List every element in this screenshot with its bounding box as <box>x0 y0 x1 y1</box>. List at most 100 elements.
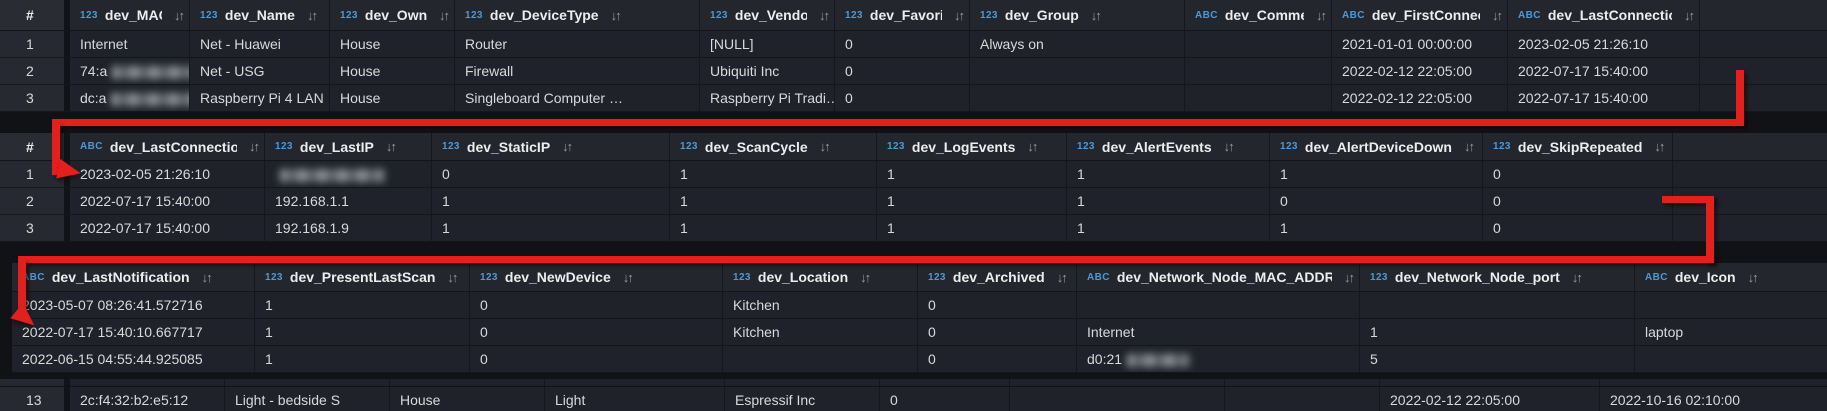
column-header-dev-newdevice[interactable]: 123 dev_NewDevice ↓↑ <box>470 263 723 291</box>
column-header-dev-alertevents[interactable]: 123 dev_AlertEvents ↓↑ <box>1067 133 1270 160</box>
sort-icon: ↓↑ <box>819 7 830 23</box>
cell-text: 0 <box>480 351 488 367</box>
column-header-dev-alertdevicedown[interactable]: 123 dev_AlertDeviceDown ↓↑ <box>1270 133 1483 160</box>
cell-text: 2022-07-17 15:40:00 <box>1518 63 1648 79</box>
column-header-dev-location[interactable]: 123 dev_Location ↓↑ <box>723 263 918 291</box>
column-header-dev-name[interactable]: 123 dev_Name ↓↑ <box>190 0 330 30</box>
cell-text: 0 <box>928 297 936 313</box>
column-header-label: dev_Network_Node_MAC_ADDR <box>1116 269 1332 285</box>
column-header-label: dev_Favorite <box>869 7 942 23</box>
column-header-dev-staticip[interactable]: 123 dev_StaticIP ↓↑ <box>432 133 670 160</box>
column-header-dev-icon[interactable]: ABC dev_Icon ↓↑ <box>1635 263 1827 291</box>
cell-text: 2c:f4:32:b2:e5:12 <box>80 392 189 408</box>
cell <box>1225 379 1380 386</box>
cell: Kitchen <box>723 292 918 318</box>
cell: 1 <box>1067 161 1270 187</box>
cell: 1 <box>0 31 70 57</box>
cell-text: 2022-07-17 15:40:00 <box>1518 90 1648 106</box>
cell-text: 2022-10-16 02:10:00 <box>1610 392 1740 408</box>
field-type-number-icon: 123 <box>442 141 460 152</box>
sort-icon: ↓↑ <box>954 7 965 23</box>
cell <box>1700 31 1827 57</box>
column-header-dev-favorite[interactable]: 123 dev_Favorite ↓↑ <box>835 0 970 30</box>
column-header-label: dev_PresentLastScan <box>289 269 436 285</box>
column-header-dev-presentlastscan[interactable]: 123 dev_PresentLastScan ↓↑ <box>255 263 470 291</box>
field-type-number-icon: 123 <box>680 141 698 152</box>
table-panel-2: # ABC dev_LastConnection ↓↑ 123 dev_LastIP ↓↑ 1… <box>0 133 1827 242</box>
cell: [NULL] <box>700 31 835 57</box>
column-header-dev-devicetype[interactable]: 123 dev_DeviceType ↓↑ <box>455 0 700 30</box>
column-header-dev-lastconnection[interactable]: ABC dev_LastConnection ↓↑ <box>70 133 265 160</box>
column-header-dev-skiprepeated[interactable]: 123 dev_SkipRepeated ↓↑ <box>1483 133 1673 160</box>
cell: d0:21 <box>1077 346 1360 372</box>
cell <box>1635 292 1827 318</box>
column-header-dev-network-node-port[interactable]: 123 dev_Network_Node_port ↓↑ <box>1360 263 1635 291</box>
column-header-dev-owner[interactable]: 123 dev_Owner ↓↑ <box>330 0 455 30</box>
sort-icon: ↓↑ <box>1223 139 1235 154</box>
cell <box>70 379 225 386</box>
cell: 0 <box>1483 215 1673 241</box>
cell: Singleboard Computer … <box>455 85 700 111</box>
cell-text: 1 <box>680 193 688 209</box>
cell: Ubiquiti Inc <box>700 58 835 84</box>
cell-text: 2022-02-12 22:05:00 <box>1342 90 1472 106</box>
cell-text: Espressif Inc <box>735 392 816 408</box>
cell: 3 <box>0 85 70 111</box>
cell-text: 1 <box>887 166 895 182</box>
cell-text: 1 <box>887 193 895 209</box>
column-header-dev-scancycle[interactable]: 123 dev_ScanCycle ↓↑ <box>670 133 877 160</box>
column-header-label: dev_AlertEvents <box>1101 138 1212 155</box>
field-type-string-icon: ABC <box>22 271 45 283</box>
sort-icon: ↓↑ <box>819 139 831 154</box>
column-header-label: dev_Comments <box>1224 7 1304 23</box>
cell: 0 <box>1483 161 1673 187</box>
cell: 2022-10-16 02:10:00 <box>1600 387 1827 411</box>
cell: 0 <box>880 387 1010 411</box>
cell-text: 0 <box>1493 193 1501 209</box>
column-header-dev-vendor[interactable]: 123 dev_Vendor ↓↑ <box>700 0 835 30</box>
cell: 2022-07-17 15:40:10.667717 <box>12 319 255 345</box>
cell: 0 <box>918 292 1077 318</box>
cell: 2023-02-05 21:26:10 <box>1508 31 1700 57</box>
cell-text: Raspberry Pi 4 LAN <box>200 90 324 106</box>
column-header-dev-lastconnection[interactable]: ABC dev_LastConnection ↓↑ <box>1508 0 1700 30</box>
column-header-dev-lastip[interactable]: 123 dev_LastIP ↓↑ <box>265 133 432 160</box>
sort-icon: ↓↑ <box>610 7 622 23</box>
cell: 192.168.1.1 <box>265 188 432 214</box>
column-header-label: dev_SkipRepeated <box>1517 138 1643 155</box>
cell: 2 <box>0 188 70 214</box>
cell <box>1185 85 1332 111</box>
column-header-dev-mac[interactable]: 123 dev_MAC ↓↑ <box>70 0 190 30</box>
column-header-empty <box>1673 133 1827 160</box>
cell: dc:a <box>70 85 190 111</box>
cell: 0 <box>835 58 970 84</box>
table-row: 1 2023-02-05 21:26:10 0 1 1 1 1 0 <box>0 161 1827 188</box>
column-header-dev-network-node-mac-addr[interactable]: ABC dev_Network_Node_MAC_ADDR ↓↑ <box>1077 263 1360 291</box>
column-header-dev-logevents[interactable]: 123 dev_LogEvents ↓↑ <box>877 133 1067 160</box>
sort-icon: ↓↑ <box>1056 269 1068 285</box>
cell-text: d0:21 <box>1087 351 1123 367</box>
sort-icon: ↓↑ <box>249 139 260 154</box>
redacted-blur <box>1127 353 1190 367</box>
cell-text: 1 <box>680 220 688 236</box>
column-header-label: dev_Network_Node_port <box>1394 269 1560 285</box>
cell: 2022-07-17 15:40:00 <box>70 188 265 214</box>
cell <box>1380 379 1600 386</box>
sort-icon: ↓↑ <box>1027 139 1038 154</box>
column-header-dev-lastnotification[interactable]: ABC dev_LastNotification ↓↑ <box>12 263 255 291</box>
column-header-dev-group[interactable]: 123 dev_Group ↓↑ <box>970 0 1185 30</box>
column-header-label: dev_DeviceType <box>489 7 599 23</box>
cell-text: 0 <box>1280 193 1288 209</box>
table-header-row: ABC dev_LastNotification ↓↑ 123 dev_PresentL… <box>12 263 1827 292</box>
column-header-dev-comments[interactable]: ABC dev_Comments ↓↑ <box>1185 0 1332 30</box>
column-header-dev-firstconnection[interactable]: ABC dev_FirstConnection ↓↑ <box>1332 0 1508 30</box>
cell: Net - Huawei <box>190 31 330 57</box>
arrow-1-segment <box>52 123 60 175</box>
cell: 2022-07-17 15:40:00 <box>70 215 265 241</box>
column-header-dev-archived[interactable]: 123 dev_Archived ↓↑ <box>918 263 1077 291</box>
cell: Light <box>545 387 725 411</box>
cell: Raspberry Pi Tradi… <box>700 85 835 111</box>
cell: 13 <box>0 387 70 411</box>
cell <box>1225 387 1380 411</box>
cell-text: 192.168.1.9 <box>275 220 349 236</box>
